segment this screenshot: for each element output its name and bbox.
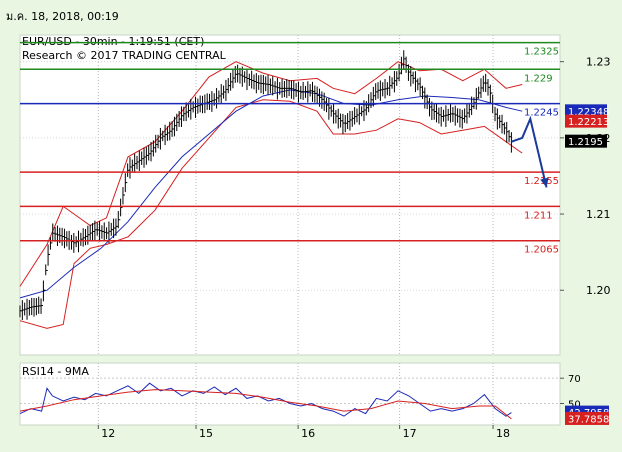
forecast-arrowhead	[540, 177, 549, 188]
price-badge-bg	[565, 104, 607, 118]
price-panel-background	[19, 34, 561, 356]
rsi-axis: 705042.795837.7858	[560, 374, 609, 425]
rsi-panel: RSI14 - 9MA	[19, 362, 561, 426]
forecast-path	[511, 115, 548, 188]
price-badge: 1.2195	[568, 137, 603, 148]
x-tick-label: 17	[403, 427, 417, 440]
price-grid	[20, 35, 560, 355]
price-bars	[19, 50, 514, 321]
level-label-support: 1.211	[524, 210, 553, 221]
rsi-series-rsi14	[19, 382, 512, 417]
bollinger-bands	[19, 61, 523, 329]
support-resistance-levels: 1.2325 1.229 1.2245 1.2155 1.211 1.2065	[20, 41, 560, 256]
rsi-lines	[19, 382, 512, 420]
timestamp: ม.ค. 18, 2018, 00:19	[6, 10, 119, 23]
rsi-tick-label: 50	[568, 399, 581, 410]
moving-average-line	[19, 89, 523, 299]
rsi-panel-background	[19, 362, 561, 426]
rsi-badge-bg	[565, 411, 609, 425]
rsi-tick-label: 70	[568, 374, 581, 385]
y-tick-label: 1.20	[586, 284, 611, 297]
price-badge: 1.22213	[568, 117, 609, 128]
forecast-arrow	[511, 115, 549, 188]
x-tick-label: 18	[496, 427, 510, 440]
price-badge-bg	[565, 114, 607, 128]
price-panel: EUR/USD - 30min - 1:19:51 (CET) Research…	[19, 34, 561, 356]
y-tick-label: 1.21	[586, 208, 611, 221]
chart-title: EUR/USD - 30min - 1:19:51 (CET)	[22, 35, 204, 48]
price-badge: 1.22348	[568, 107, 609, 118]
bollinger-upper-band	[19, 61, 523, 287]
rsi-title: RSI14 - 9MA	[22, 365, 89, 378]
level-label-resistance: 1.2325	[524, 47, 559, 58]
level-label-pivot: 1.2245	[524, 108, 559, 119]
level-label-resistance: 1.229	[524, 73, 553, 84]
x-tick-label: 12	[101, 427, 115, 440]
level-label-support: 1.2155	[524, 176, 559, 187]
bollinger-lower-band	[19, 99, 523, 329]
level-label-support: 1.2065	[524, 245, 559, 256]
y-tick-label: 1.23	[586, 56, 611, 69]
x-axis: 12 15 16 17 18	[97, 425, 510, 440]
x-tick-label: 15	[199, 427, 213, 440]
price-badge-bg	[565, 134, 607, 148]
rsi-series-9ma	[19, 389, 512, 420]
rsi-badge: 37.7858	[568, 414, 609, 425]
x-tick-label: 16	[301, 427, 315, 440]
chart-copyright: Research © 2017 TRADING CENTRAL	[22, 49, 227, 62]
moving-average	[19, 89, 523, 299]
